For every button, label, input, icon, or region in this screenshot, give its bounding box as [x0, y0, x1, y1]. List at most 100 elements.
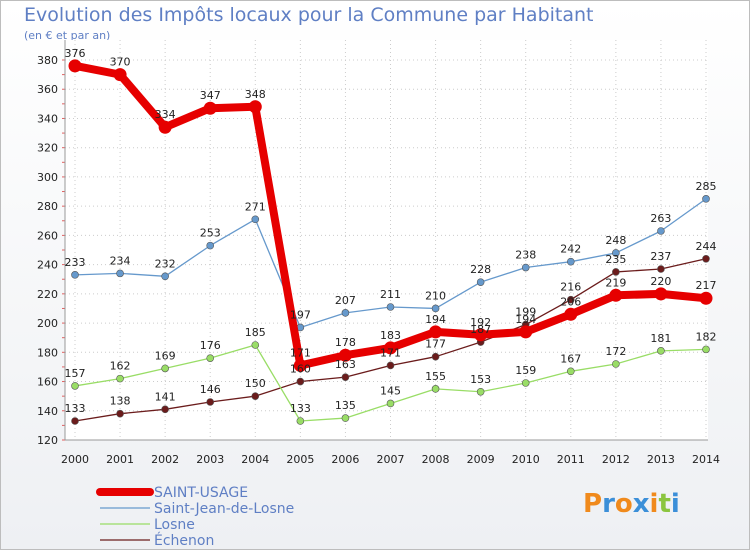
data-label: 233	[65, 256, 86, 269]
data-label: 194	[425, 313, 446, 326]
data-label: 192	[470, 316, 491, 329]
data-point	[384, 341, 397, 355]
data-point	[206, 354, 215, 362]
data-point	[564, 307, 578, 321]
data-point	[657, 347, 665, 355]
y-tick-label: 380	[37, 54, 58, 67]
data-point	[116, 269, 124, 278]
data-label: 285	[696, 180, 717, 193]
y-tick-label: 220	[37, 288, 58, 301]
data-point	[113, 68, 127, 82]
y-tick-label: 260	[37, 229, 58, 242]
y-tick-label: 240	[37, 259, 58, 272]
data-point	[251, 215, 260, 224]
data-label: 207	[335, 294, 356, 307]
data-point	[654, 287, 668, 301]
data-point	[386, 303, 395, 311]
data-point	[702, 195, 710, 203]
data-label: 167	[560, 352, 581, 365]
x-tick-label: 2001	[106, 453, 134, 466]
data-label: 182	[696, 330, 717, 343]
data-point	[612, 249, 620, 257]
data-label: 211	[380, 288, 401, 301]
proxiti-logo: Proxiti	[583, 489, 680, 519]
y-tick-label: 120	[37, 434, 58, 447]
data-point	[612, 360, 620, 368]
data-label: 162	[110, 360, 131, 373]
data-label: 244	[696, 240, 717, 253]
data-point	[476, 278, 485, 286]
data-point	[71, 417, 79, 425]
data-point	[566, 295, 575, 304]
data-label: 334	[155, 108, 176, 121]
data-label: 176	[200, 339, 221, 352]
data-label: 197	[290, 308, 311, 321]
data-label: 160	[290, 363, 311, 376]
data-point	[296, 377, 305, 386]
data-label: 163	[335, 358, 356, 371]
x-tick-label: 2003	[196, 453, 224, 466]
data-label: 183	[380, 329, 401, 342]
data-label: 178	[335, 336, 356, 349]
data-label: 228	[470, 263, 491, 276]
data-point	[566, 367, 575, 376]
data-label: 157	[65, 367, 86, 380]
data-point	[203, 101, 217, 115]
data-label: 138	[110, 395, 131, 408]
data-label: 155	[425, 370, 446, 383]
y-tick-label: 340	[37, 112, 58, 125]
data-point	[429, 325, 443, 339]
y-tick-label: 160	[37, 376, 58, 389]
data-point	[702, 345, 710, 354]
data-point	[251, 341, 260, 349]
data-point	[116, 409, 124, 418]
data-point	[293, 358, 307, 372]
data-point	[68, 59, 82, 73]
x-tick-label: 2010	[512, 453, 540, 466]
data-label: 376	[65, 47, 86, 60]
data-label: 159	[515, 364, 536, 377]
data-point	[116, 374, 124, 383]
data-label: 220	[650, 275, 671, 288]
y-tick-label: 300	[37, 171, 58, 184]
data-label: 232	[155, 257, 176, 270]
data-label: 248	[605, 234, 626, 247]
data-point	[566, 257, 575, 266]
data-label: 185	[245, 326, 266, 339]
data-point	[161, 272, 169, 281]
chart-title: Evolution des Impôts locaux pour la Comm…	[24, 4, 594, 26]
data-point	[251, 392, 260, 400]
plot-area	[65, 40, 708, 440]
data-label: 206	[560, 295, 581, 308]
data-label: 133	[65, 402, 86, 415]
data-label: 219	[605, 276, 626, 289]
data-label: 217	[696, 279, 717, 292]
data-point	[519, 325, 533, 339]
x-tick-label: 2006	[331, 453, 359, 466]
data-label: 348	[245, 88, 266, 101]
legend-label: Saint-Jean-de-Losne	[154, 501, 294, 517]
data-label: 177	[425, 338, 446, 351]
data-label: 194	[515, 313, 536, 326]
data-label: 263	[650, 212, 671, 225]
y-tick-label: 200	[37, 317, 58, 330]
data-label: 347	[200, 89, 221, 102]
y-tick-label: 320	[37, 142, 58, 155]
y-tick-label: 280	[37, 200, 58, 213]
data-label: 216	[560, 281, 581, 294]
data-point	[474, 328, 488, 342]
data-label: 187	[470, 323, 491, 336]
legend-label: Échenon	[154, 532, 214, 549]
x-tick-label: 2008	[422, 453, 450, 466]
data-label: 171	[380, 346, 401, 359]
data-point	[341, 414, 350, 422]
legend-label: Losne	[154, 517, 195, 533]
x-tick-label: 2009	[467, 453, 495, 466]
data-label: 172	[605, 345, 626, 358]
data-label: 169	[155, 349, 176, 362]
x-tick-label: 2011	[557, 453, 585, 466]
data-point	[158, 120, 172, 134]
data-label: 238	[515, 249, 536, 262]
data-point	[341, 373, 350, 381]
